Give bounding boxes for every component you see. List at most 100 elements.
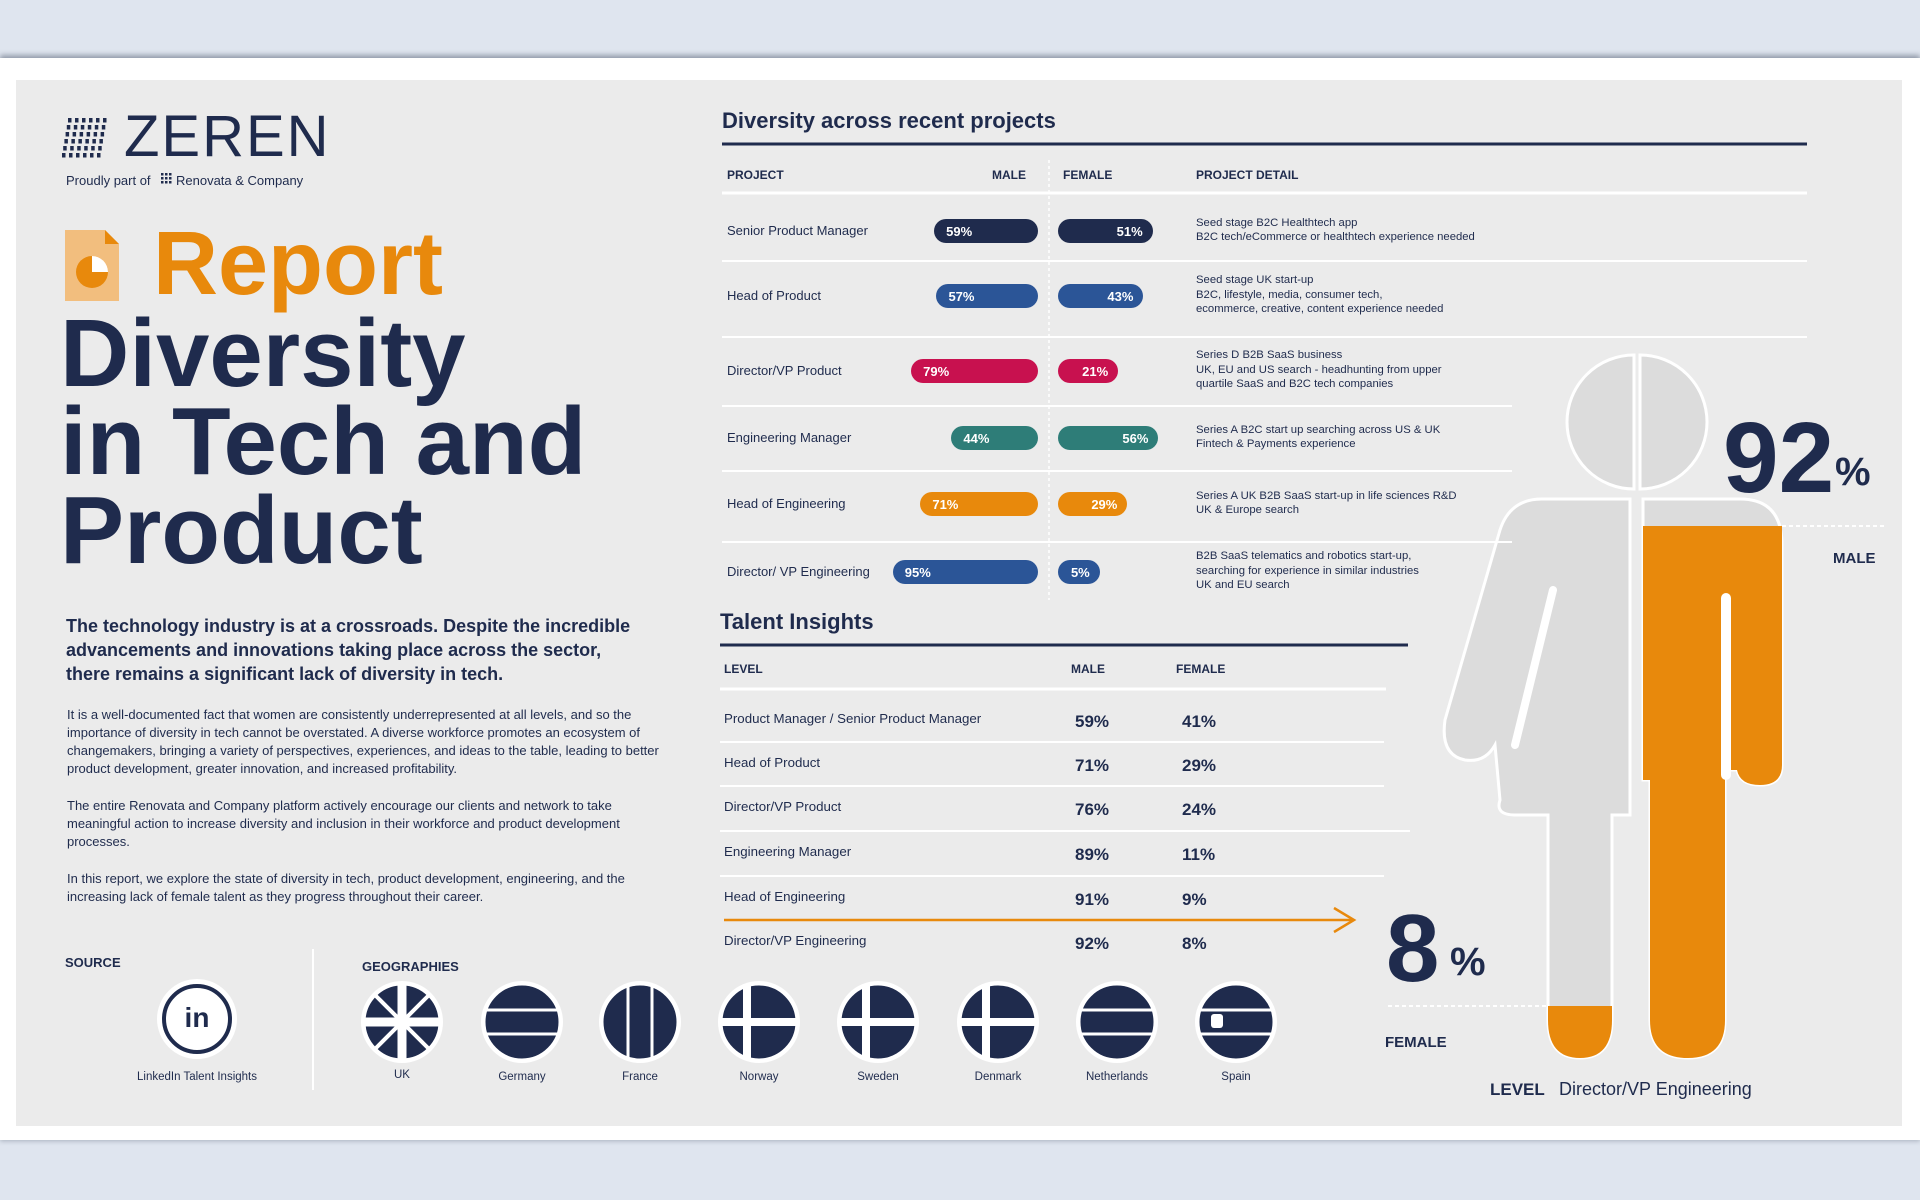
talent-female: 9% [1182, 890, 1207, 909]
project-detail: Seed stage UK start-up [1196, 274, 1314, 287]
bar-male: 95% [892, 560, 1038, 584]
country-label: Denmark [974, 1071, 1022, 1083]
talent-level: Director/VP Product [724, 799, 842, 814]
logo-brand: ZEREN [124, 104, 331, 169]
bar-label: 59% [946, 224, 973, 239]
arrow [724, 906, 1357, 934]
column-header: PROJECT DETAIL [1196, 168, 1299, 182]
talent-female: 11% [1182, 845, 1216, 864]
project-detail: Series D B2B SaaS business [1196, 349, 1343, 362]
project-detail: B2C tech/eCommerce or healthtech experie… [1196, 231, 1475, 243]
bar-male: 79% [911, 359, 1038, 383]
country-label: Netherlands [1085, 1071, 1148, 1083]
bar-label: 44% [963, 431, 990, 446]
country-label: Germany [498, 1071, 546, 1083]
male-value: 92 [1723, 402, 1835, 514]
bar-male: 71% [920, 492, 1038, 516]
figure [1442, 353, 1784, 1060]
talent-male: 91% [1075, 890, 1110, 909]
linkedin-icon [157, 979, 237, 1059]
country-label: Sweden [857, 1071, 899, 1083]
project-detail: UK & Europe search [1196, 504, 1299, 516]
bar-female: 21% [1058, 359, 1119, 383]
project-detail: UK, EU and US search - headhunting from … [1196, 363, 1442, 376]
bar-label: 71% [932, 497, 959, 512]
report-icon [65, 230, 119, 301]
talent-male: 59% [1075, 712, 1110, 731]
project-role: Director/VP Product [727, 363, 842, 378]
bar-label: 21% [1082, 364, 1109, 379]
country-label: Spain [1221, 1071, 1251, 1083]
bar-label: 57% [948, 289, 975, 304]
intro-paragraph: In this report, we explore the state of … [67, 871, 625, 904]
title-line: Product [60, 477, 423, 584]
talent-level: Head of Product [724, 755, 821, 770]
column-header: MALE [1071, 662, 1105, 676]
projects-title: Diversity across recent projects [722, 108, 1056, 133]
bar-female: 29% [1058, 492, 1128, 516]
unit: % [1450, 940, 1486, 984]
project-detail: Series A UK B2B SaaS start-up in life sc… [1196, 489, 1457, 502]
talent-female: 24% [1182, 800, 1217, 819]
level-label: LEVEL [1490, 1080, 1545, 1099]
bar-label: 51% [1116, 224, 1143, 239]
logo-tagline: Proudly part of [66, 173, 151, 188]
column-header: PROJECT [727, 168, 784, 182]
project-detail: B2C, lifestyle, media, consumer tech, [1196, 288, 1383, 301]
project-detail: UK and EU search [1196, 579, 1290, 592]
logo-parent: Renovata & Company [176, 173, 304, 188]
title-line: Diversity [60, 300, 466, 407]
bar-male: 44% [951, 426, 1038, 450]
bar-label: 95% [904, 565, 931, 580]
intro-paragraph: The entire Renovata and Company platform… [67, 798, 620, 849]
logo-mark [62, 118, 107, 158]
bar-male: 59% [934, 219, 1038, 243]
project-role: Engineering Manager [727, 430, 852, 445]
project-role: Senior Product Manager [727, 223, 868, 238]
country-label: France [622, 1071, 658, 1083]
female-value: 8 [1386, 895, 1440, 1002]
talent-female: 8% [1182, 934, 1207, 953]
talent-male: 92% [1075, 934, 1110, 953]
country-label: Norway [739, 1071, 779, 1083]
column-header: LEVEL [724, 662, 763, 676]
bar-label: 29% [1091, 497, 1118, 512]
project-detail: Seed stage B2C Healthtech app [1196, 216, 1358, 229]
project-role: Head of Product [727, 288, 821, 303]
source-icon: in [184, 1002, 210, 1033]
bar-label: 79% [923, 364, 950, 379]
intro-paragraph: It is a well-documented fact that women … [67, 707, 659, 776]
bar-label: 43% [1107, 289, 1134, 304]
project-detail: searching for experience in similar indu… [1196, 564, 1419, 577]
bar-label: 5% [1070, 565, 1090, 580]
bar-male: 57% [936, 284, 1038, 308]
project-detail: Series A B2C start up searching across U… [1196, 423, 1441, 436]
bar-female: 56% [1058, 426, 1159, 450]
title-line: in Tech and [60, 388, 587, 495]
column-header: FEMALE [1063, 168, 1113, 182]
bar-female: 5% [1058, 560, 1100, 584]
report-label: Report [153, 214, 443, 314]
male-label: MALE [1833, 550, 1876, 567]
talent-level: Head of Engineering [724, 889, 846, 904]
column-header: FEMALE [1176, 662, 1226, 676]
talent-level: Product Manager / Senior Product Manager [724, 711, 982, 726]
project-detail: Fintech & Payments experience [1196, 438, 1356, 450]
flags [361, 981, 1277, 1063]
talent-female: 29% [1182, 756, 1217, 775]
project-detail: ecommerce, creative, content experience … [1196, 303, 1444, 316]
female-label: FEMALE [1385, 1034, 1447, 1051]
unit: % [1835, 450, 1871, 494]
project-role: Head of Engineering [727, 496, 846, 511]
intro-lead: The technology industry is at a crossroa… [66, 616, 631, 684]
talent-male: 76% [1075, 800, 1110, 819]
bar-label: 56% [1122, 431, 1149, 446]
column-header: MALE [992, 168, 1026, 182]
geographies-heading: GEOGRAPHIES [362, 959, 459, 974]
talent-title: Talent Insights [720, 609, 874, 634]
level-value: Director/VP Engineering [1559, 1079, 1752, 1099]
bar-female: 51% [1058, 219, 1153, 243]
talent-male: 71% [1075, 756, 1110, 775]
